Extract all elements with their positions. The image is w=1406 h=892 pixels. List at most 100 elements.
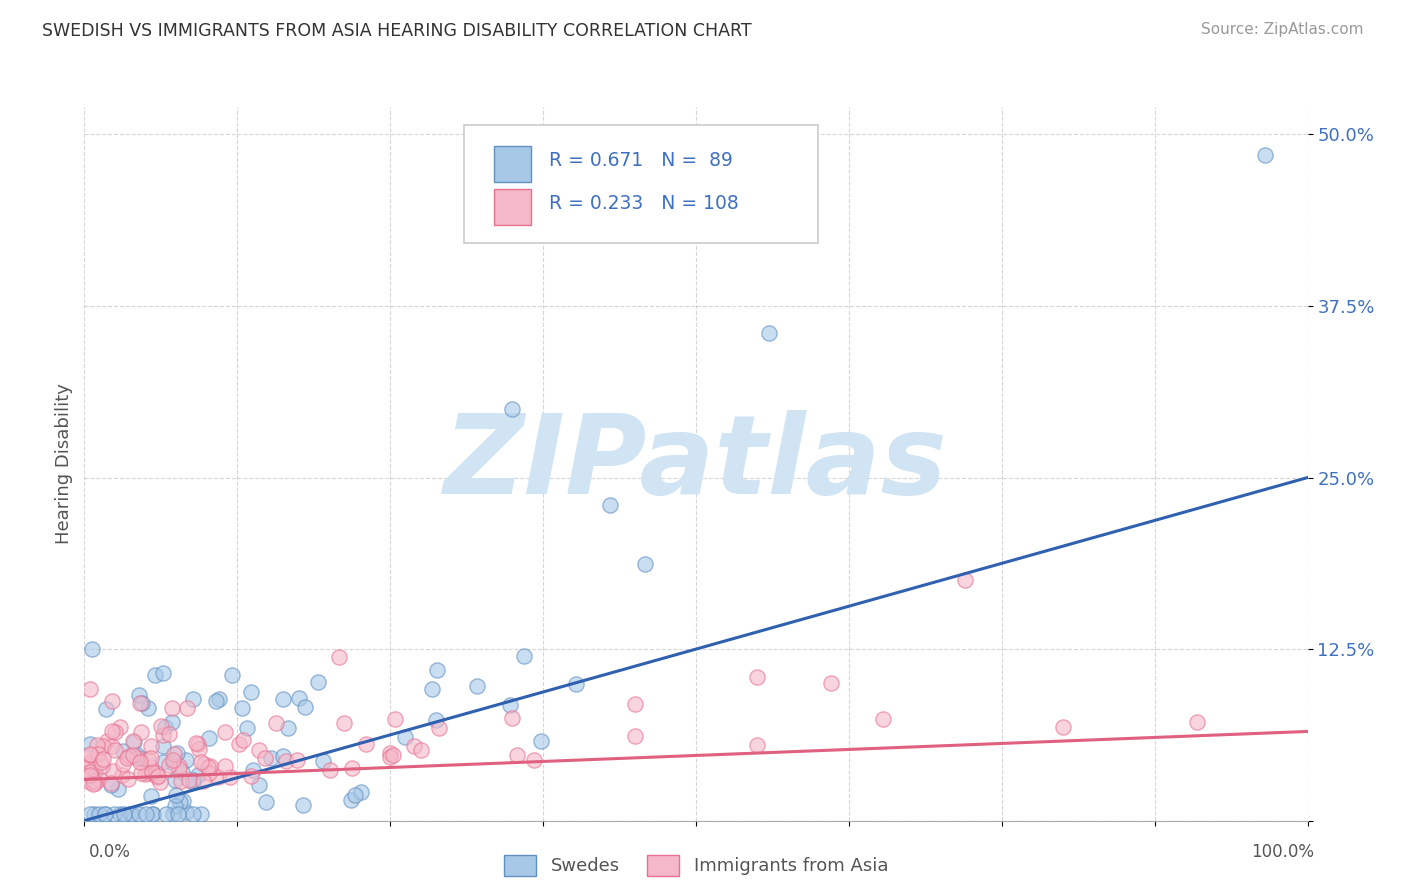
- Point: [145, 765, 167, 780]
- Point: [120, 806, 142, 821]
- Point: [162, 753, 184, 767]
- Point: [83, 776, 105, 790]
- Point: [82, 641, 104, 656]
- Point: [170, 774, 193, 789]
- Point: [565, 677, 588, 691]
- Point: [186, 737, 208, 751]
- Point: [319, 764, 342, 778]
- Text: R = 0.233   N = 108: R = 0.233 N = 108: [550, 194, 740, 213]
- Point: [153, 720, 176, 734]
- Point: [260, 750, 283, 764]
- Point: [167, 759, 190, 773]
- Text: SWEDISH VS IMMIGRANTS FROM ASIA HEARING DISABILITY CORRELATION CHART: SWEDISH VS IMMIGRANTS FROM ASIA HEARING …: [42, 22, 752, 40]
- Point: [187, 767, 209, 781]
- Point: [80, 763, 103, 777]
- Point: [149, 774, 172, 789]
- Point: [83, 806, 105, 821]
- Point: [599, 498, 621, 512]
- Point: [103, 806, 125, 821]
- Text: 0.0%: 0.0%: [89, 843, 131, 861]
- FancyBboxPatch shape: [464, 125, 818, 243]
- Point: [136, 765, 159, 780]
- Point: [523, 753, 546, 767]
- Point: [160, 701, 183, 715]
- Point: [530, 733, 553, 747]
- Point: [277, 721, 299, 735]
- Point: [122, 747, 145, 762]
- Point: [139, 760, 162, 774]
- Point: [117, 772, 139, 786]
- Point: [142, 806, 165, 821]
- Point: [427, 721, 450, 735]
- Point: [312, 754, 335, 768]
- Point: [157, 727, 180, 741]
- Point: [136, 752, 159, 766]
- Point: [181, 692, 204, 706]
- Text: 100.0%: 100.0%: [1251, 843, 1315, 861]
- Point: [820, 676, 842, 690]
- Point: [181, 806, 204, 821]
- Y-axis label: Hearing Disability: Hearing Disability: [55, 384, 73, 544]
- Point: [141, 806, 163, 821]
- Point: [152, 729, 174, 743]
- Point: [247, 778, 270, 792]
- Point: [111, 756, 134, 771]
- Point: [125, 747, 148, 762]
- Point: [253, 750, 276, 764]
- Point: [513, 648, 536, 663]
- Point: [288, 691, 311, 706]
- Point: [104, 743, 127, 757]
- Point: [128, 689, 150, 703]
- Point: [100, 739, 122, 754]
- Point: [174, 754, 197, 768]
- Point: [162, 806, 184, 821]
- Point: [155, 806, 177, 821]
- Point: [333, 716, 356, 731]
- Point: [172, 794, 194, 808]
- Point: [166, 746, 188, 760]
- Point: [193, 774, 215, 789]
- Point: [176, 805, 198, 819]
- Point: [146, 769, 169, 783]
- Point: [197, 760, 219, 774]
- Point: [79, 775, 101, 789]
- Point: [340, 793, 363, 807]
- Point: [328, 650, 350, 665]
- Point: [149, 719, 172, 733]
- Point: [143, 668, 166, 682]
- Point: [219, 770, 242, 784]
- FancyBboxPatch shape: [494, 146, 531, 182]
- Point: [131, 696, 153, 710]
- Point: [624, 729, 647, 743]
- Point: [79, 747, 101, 762]
- Point: [79, 806, 101, 821]
- Point: [94, 806, 117, 821]
- Point: [205, 694, 228, 708]
- Point: [208, 692, 231, 706]
- Point: [758, 326, 780, 341]
- Point: [181, 775, 204, 789]
- Point: [135, 806, 157, 821]
- Point: [953, 574, 976, 588]
- Point: [207, 770, 229, 784]
- Point: [501, 711, 523, 725]
- FancyBboxPatch shape: [494, 189, 531, 225]
- Point: [343, 789, 366, 803]
- Point: [190, 806, 212, 821]
- Point: [183, 773, 205, 788]
- Point: [128, 756, 150, 770]
- Point: [91, 752, 114, 766]
- Point: [121, 806, 143, 821]
- Point: [193, 756, 215, 771]
- Point: [232, 732, 254, 747]
- Point: [84, 765, 107, 780]
- Point: [169, 796, 191, 810]
- Point: [108, 806, 131, 821]
- Point: [141, 789, 163, 803]
- Point: [271, 749, 294, 764]
- Point: [285, 753, 308, 767]
- Point: [187, 742, 209, 756]
- Point: [378, 746, 401, 760]
- Point: [163, 747, 186, 761]
- Point: [83, 774, 105, 789]
